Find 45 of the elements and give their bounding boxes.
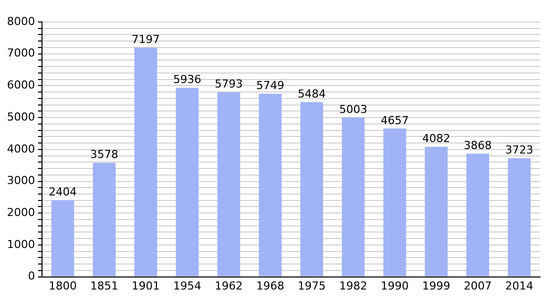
- x-tick-label: 1954: [173, 279, 202, 292]
- bar: [176, 88, 199, 276]
- bar: [51, 200, 74, 276]
- bar: [217, 92, 240, 276]
- y-tick-label: 0: [28, 270, 35, 283]
- data-label: 3868: [464, 138, 492, 152]
- data-label: 4082: [422, 132, 450, 146]
- data-label: 5793: [214, 78, 243, 91]
- x-tick-label: 1999: [422, 279, 450, 292]
- x-tick-label: 2007: [464, 279, 492, 292]
- data-label: 5003: [339, 102, 368, 116]
- data-label: 5936: [173, 73, 202, 86]
- x-tick-label: 1962: [214, 279, 243, 292]
- bar: [466, 154, 490, 276]
- x-tick-label: 1968: [256, 279, 284, 292]
- x-tick-label: 2014: [505, 279, 534, 292]
- x-tick-label: 1975: [298, 279, 326, 292]
- data-label: 4657: [380, 114, 409, 127]
- x-tick-label: 1901: [132, 279, 160, 292]
- y-tick-label: 6000: [6, 78, 35, 92]
- bar: [424, 146, 448, 276]
- x-tick-label: 1800: [48, 279, 77, 292]
- y-tick-label: 1000: [6, 238, 35, 251]
- y-tick-label: 4000: [6, 142, 35, 156]
- bar: [300, 102, 324, 276]
- data-label: 7197: [132, 32, 160, 46]
- x-tick-label: 1851: [90, 279, 118, 292]
- data-label: 3578: [90, 148, 118, 162]
- y-tick-label: 5000: [6, 110, 35, 124]
- y-tick-label: 8000: [6, 14, 35, 28]
- x-tick-label: 1982: [339, 279, 368, 292]
- bar: [92, 162, 116, 276]
- y-tick-label: 2000: [6, 206, 35, 219]
- bar: [134, 48, 158, 276]
- data-label: 3723: [505, 144, 534, 157]
- data-label: 2404: [48, 186, 77, 199]
- bar: [383, 128, 406, 276]
- bar: [342, 117, 365, 276]
- bar: [258, 94, 282, 276]
- y-tick-label: 7000: [6, 46, 35, 60]
- x-tick-label: 1990: [380, 279, 409, 292]
- data-label: 5749: [256, 79, 284, 92]
- bar: [508, 158, 531, 276]
- y-tick-label: 3000: [6, 174, 35, 188]
- data-label: 5484: [298, 87, 326, 100]
